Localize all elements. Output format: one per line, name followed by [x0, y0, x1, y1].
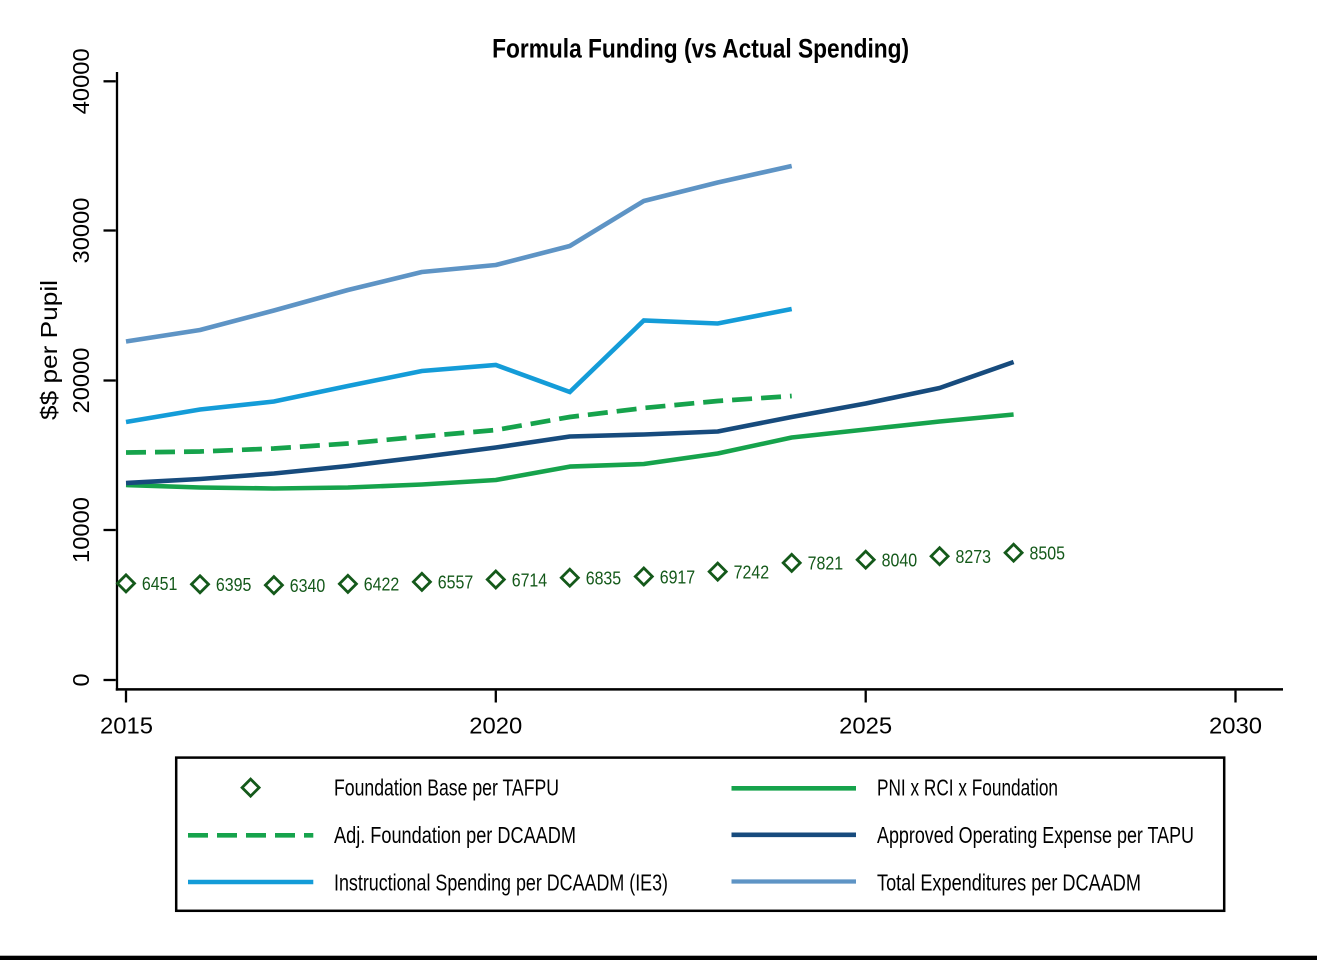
- svg-text:Instructional Spending per DCA: Instructional Spending per DCAADM (IE3): [334, 869, 668, 895]
- svg-text:$$ per Pupil: $$ per Pupil: [36, 280, 62, 420]
- svg-text:2030: 2030: [1209, 713, 1262, 739]
- svg-text:Total Expenditures per DCAADM: Total Expenditures per DCAADM: [877, 869, 1141, 895]
- svg-text:40000: 40000: [68, 48, 94, 114]
- svg-text:8505: 8505: [1030, 544, 1066, 564]
- svg-text:7821: 7821: [808, 554, 844, 574]
- svg-text:6917: 6917: [660, 567, 696, 587]
- svg-text:8040: 8040: [882, 551, 918, 571]
- svg-text:PNI x RCI x Foundation: PNI x RCI x Foundation: [877, 775, 1058, 801]
- svg-text:6835: 6835: [586, 569, 622, 589]
- svg-text:Formula Funding (vs Actual Spe: Formula Funding (vs Actual Spending): [492, 33, 909, 63]
- svg-text:8273: 8273: [956, 547, 992, 567]
- svg-text:2020: 2020: [469, 713, 522, 739]
- svg-text:Adj. Foundation per DCAADM: Adj. Foundation per DCAADM: [334, 822, 576, 848]
- svg-text:0: 0: [68, 674, 94, 687]
- svg-text:Foundation Base per TAFPU: Foundation Base per TAFPU: [334, 775, 559, 801]
- svg-text:10000: 10000: [68, 497, 94, 563]
- svg-text:2015: 2015: [100, 713, 153, 739]
- svg-text:2025: 2025: [839, 713, 892, 739]
- svg-text:6451: 6451: [142, 574, 178, 594]
- svg-text:6395: 6395: [216, 575, 252, 595]
- svg-text:6714: 6714: [512, 570, 548, 590]
- svg-text:7242: 7242: [734, 562, 770, 582]
- svg-text:30000: 30000: [68, 198, 94, 264]
- svg-text:6557: 6557: [438, 573, 474, 593]
- svg-text:6340: 6340: [290, 576, 326, 596]
- svg-text:20000: 20000: [68, 348, 94, 414]
- svg-text:6422: 6422: [364, 575, 400, 595]
- svg-text:Approved Operating Expense per: Approved Operating Expense per TAPU: [877, 822, 1194, 848]
